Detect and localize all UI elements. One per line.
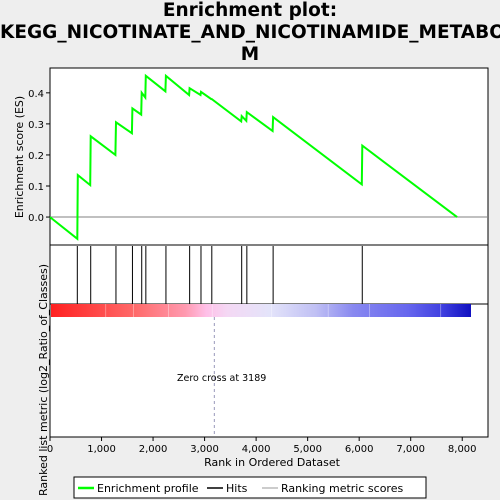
y-tick-label-2: 0.2 [28,151,44,162]
chart-title-line-1: Enrichment plot: [162,0,338,21]
ranking-bar-separators [105,304,442,317]
x-axis: 0 1,000 2,000 3,000 4,000 5,000 6,000 7,000 8,00… [47,437,477,455]
y-axis-label-es: Enrichment score (ES) [13,96,26,218]
x-tick-label-1: 1,000 [87,444,116,455]
chart-title-line-3: M [240,44,260,65]
y-tick-label-0: 0.0 [28,213,44,224]
x-tick-label-0: 0 [47,444,53,455]
metric-plot-area [49,303,489,438]
x-tick-label-5: 5,000 [293,444,322,455]
y-tick-label-1: 0.1 [28,182,44,193]
y-axis: 0.0 0.1 0.2 0.3 0.4 [28,89,50,224]
chart-title-line-2: KEGG_NICOTINATE_AND_NICOTINAMIDE_METABOL… [0,22,500,43]
es-plot-area [49,67,489,246]
x-tick-label-3: 3,000 [190,444,219,455]
legend-hits-label: Hits [226,482,248,495]
hits-plot-area [49,244,489,305]
x-tick-label-7: 7,000 [396,444,425,455]
chart-title: Enrichment plot: KEGG_NICOTINATE_AND_NIC… [0,0,500,66]
y-tick-label-4: 0.4 [28,89,44,100]
x-tick-label-6: 6,000 [345,444,374,455]
ranking-color-bar [51,304,471,317]
legend-enrichment-label: Enrichment profile [97,482,199,495]
x-axis-label: Rank in Ordered Dataset [204,456,341,469]
y-axis-label-metric: Ranked list metric (log2_Ratio_of_Classe… [37,264,50,496]
legend-box [73,476,427,499]
zero-cross-label: Zero cross at 3189 [177,373,266,384]
x-tick-label-2: 2,000 [139,444,168,455]
hits [76,246,363,304]
legend-ranking-label: Ranking metric scores [281,482,403,495]
y-tick-label-3: 0.3 [28,120,44,131]
x-tick-label-4: 4,000 [242,444,271,455]
enrichment-profile-line [49,73,458,241]
x-tick-label-8: 8,000 [448,444,477,455]
